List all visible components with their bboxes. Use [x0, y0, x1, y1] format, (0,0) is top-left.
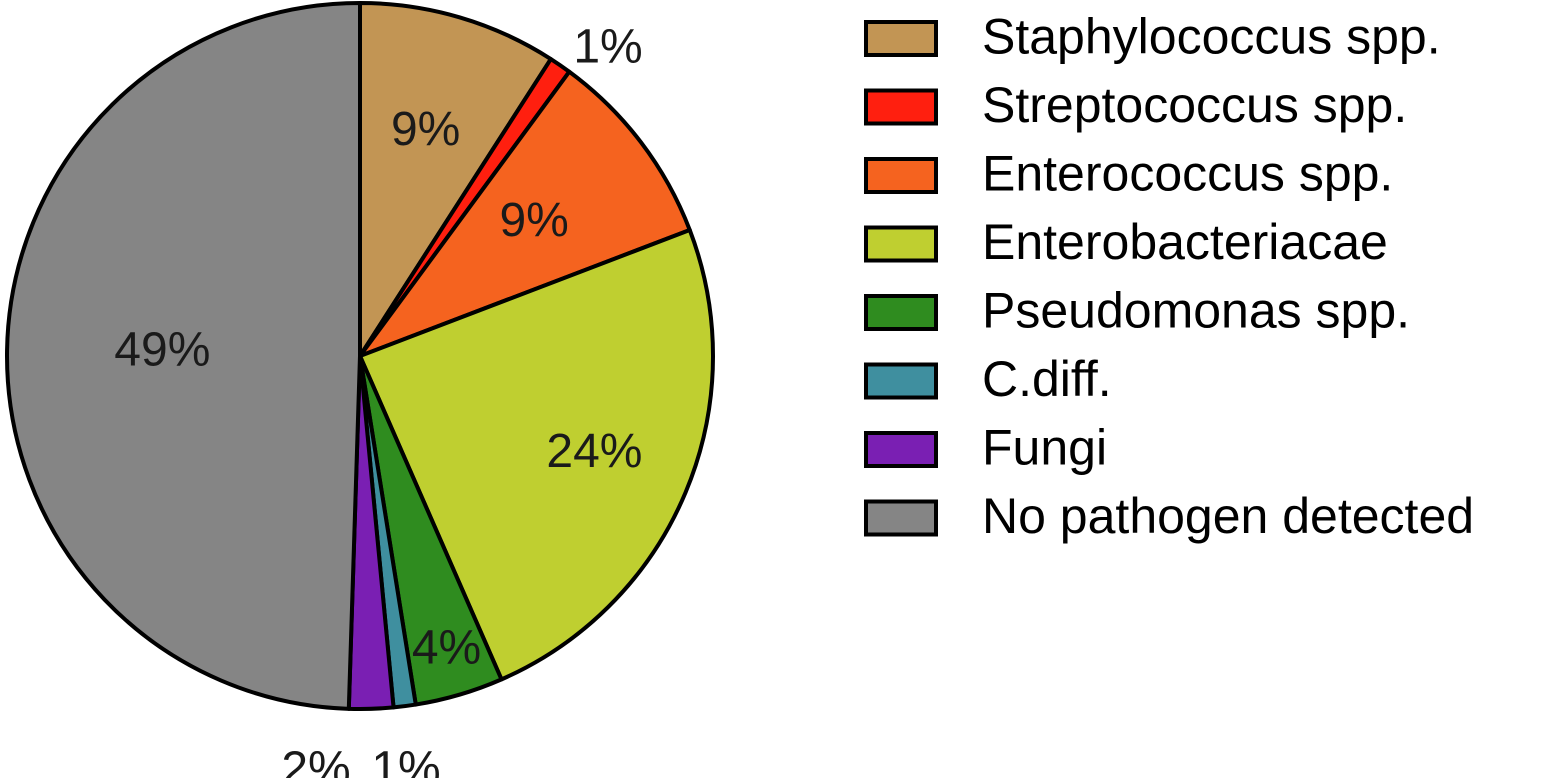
- legend-swatch-1: [864, 88, 938, 126]
- legend-swatch-4: [864, 294, 938, 331]
- pie-slice-enterococcus-spp: [358, 69, 692, 358]
- legend-swatch-6: [864, 431, 938, 468]
- data-label-2: 9%: [499, 194, 568, 247]
- legend-label-0: Staphylococcus spp.: [982, 9, 1441, 65]
- data-label-4: 4%: [412, 621, 481, 674]
- data-label-1: 1%: [573, 21, 642, 74]
- legend-swatch-5: [864, 362, 938, 400]
- legend-label-2: Enterococcus spp.: [982, 146, 1393, 202]
- data-label-6: 2%: [281, 743, 350, 778]
- pie-data-labels: 9% 1% 9% 24% 4% 1% 2% 49%: [114, 21, 642, 778]
- legend-label-1: Streptococcus spp.: [982, 77, 1407, 133]
- data-label-3: 24%: [546, 425, 642, 478]
- legend-swatch-2: [864, 157, 938, 194]
- legend-swatch-7: [864, 499, 938, 537]
- legend: Staphylococcus spp. Streptococcus spp. Ent…: [864, 9, 1474, 544]
- pie-slices: [5, 1, 715, 711]
- legend-label-7: No pathogen detected: [982, 488, 1474, 544]
- pie-slice-enterobacteriacae: [358, 228, 715, 682]
- legend-swatch-0: [864, 20, 938, 57]
- data-label-5: 1%: [371, 743, 440, 778]
- pie-slice-staphylococcus-spp: [358, 1, 553, 358]
- legend-label-5: C.diff.: [982, 351, 1112, 407]
- data-label-0: 9%: [391, 103, 460, 156]
- legend-swatch-3: [864, 225, 938, 263]
- legend-label-4: Pseudomonas spp.: [982, 283, 1410, 339]
- legend-label-3: Enterobacteriacae: [982, 214, 1388, 270]
- legend-label-6: Fungi: [982, 420, 1107, 476]
- pie-slice-no-pathogen-detected: [5, 1, 362, 711]
- data-label-7: 49%: [114, 324, 210, 377]
